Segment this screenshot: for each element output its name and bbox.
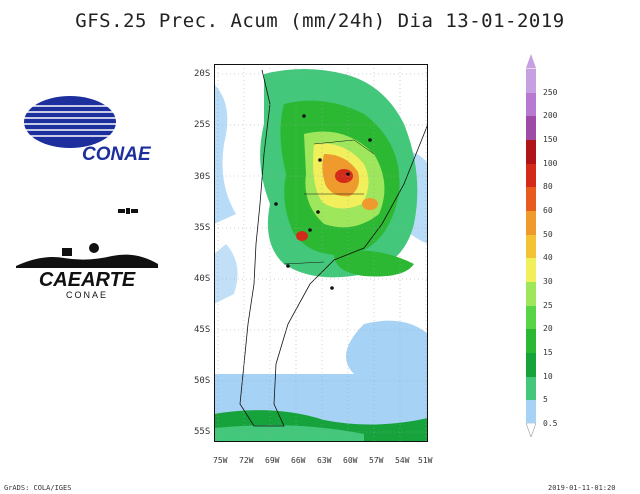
colorbar-label: 200 xyxy=(543,111,558,121)
colorbar-cell xyxy=(526,162,536,188)
colorbar-cell xyxy=(526,399,536,424)
lon-tick-51w: 51W xyxy=(418,456,433,465)
colorbar-label: 250 xyxy=(543,87,558,97)
colorbar-cell xyxy=(526,328,536,353)
colorbar-cell xyxy=(526,281,536,306)
colorbar-label: 20 xyxy=(543,324,553,334)
colorbar-cell xyxy=(526,210,536,235)
lat-tick-50s: 50S xyxy=(194,376,211,386)
colorbar-cell xyxy=(526,375,536,401)
lon-tick-72w: 72W xyxy=(239,456,254,465)
colorbar-label: 50 xyxy=(543,229,553,239)
colorbar-label: 80 xyxy=(543,182,553,192)
colorbar-cell xyxy=(526,115,536,140)
lon-tick-57w: 57W xyxy=(369,456,384,465)
colorbar-label: 5 xyxy=(543,395,548,405)
lat-tick-45s: 45S xyxy=(194,325,211,335)
lat-tick-30s: 30S xyxy=(194,172,211,182)
colorbar-label: 40 xyxy=(543,253,553,263)
colorbar-cell xyxy=(526,186,536,211)
colorbar-cell xyxy=(526,257,536,282)
lat-tick-20s: 20S xyxy=(194,69,211,79)
colorbar-label: 150 xyxy=(543,135,558,144)
colorbar-cell xyxy=(526,352,536,377)
conae-logo: CONAE xyxy=(24,96,152,165)
colorbar-label: 60 xyxy=(543,206,553,215)
small-satellite-icon xyxy=(118,208,138,214)
colorbar-cell xyxy=(526,91,536,117)
colorbar-label: 30 xyxy=(543,277,553,286)
lat-tick-25s: 25S xyxy=(194,120,211,130)
lat-tick-55s: 55S xyxy=(194,427,211,437)
lat-tick-35s: 35S xyxy=(194,223,211,233)
caearte-logo: CAEARTE CONAE xyxy=(16,243,158,300)
lon-tick-66w: 66W xyxy=(291,456,306,465)
precipitation-map xyxy=(214,64,428,442)
lon-tick-60w: 60W xyxy=(343,456,358,465)
lon-tick-54w: 54W xyxy=(395,456,410,465)
caearte-logo-subtext: CONAE xyxy=(66,290,108,300)
colorbar-cell xyxy=(526,304,536,330)
caearte-logo-text: CAEARTE xyxy=(39,269,136,291)
colorbar-cell xyxy=(526,233,536,259)
colorbar-label: 100 xyxy=(543,158,558,168)
map-title: GFS.25 Prec. Acum (mm/24h) Dia 13-01-201… xyxy=(75,10,565,32)
colorbar-top-arrow-icon xyxy=(526,54,536,68)
colorbar-cells xyxy=(526,68,536,424)
lon-tick-69w: 69W xyxy=(265,456,280,465)
colorbar-label: 0.5 xyxy=(543,419,558,428)
colorbar-label: 10 xyxy=(543,371,553,381)
lon-tick-75w: 75W xyxy=(213,456,228,465)
footer-grads-credit: GrADS: COLA/IGES xyxy=(4,484,72,492)
colorbar-label: 15 xyxy=(543,348,553,357)
colorbar-cell xyxy=(526,68,536,93)
colorbar-label: 25 xyxy=(543,300,553,310)
footer-timestamp: 2019-01-11-01:20 xyxy=(548,484,616,492)
colorbar-cell xyxy=(526,139,536,164)
conae-logo-text: CONAE xyxy=(82,144,152,165)
lon-tick-63w: 63W xyxy=(317,456,332,465)
lat-tick-40s: 40S xyxy=(194,274,211,284)
colorbar-bottom-arrow-icon xyxy=(526,423,536,437)
